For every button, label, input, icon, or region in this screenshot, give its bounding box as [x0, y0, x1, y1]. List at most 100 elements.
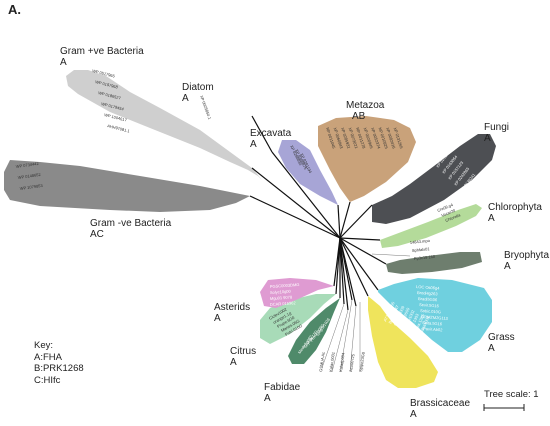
clade-name-asterids: Asterids	[214, 302, 251, 313]
clade-label-gram-pos: Gram +ve Bacteria A	[60, 46, 144, 68]
clade-tag-chlorophyta: A	[488, 213, 495, 224]
clade-label-fabidae: Fabidae A	[264, 382, 300, 404]
clade-tag-brassicaceae: A	[410, 409, 417, 420]
clade-label-diatom: Diatom A	[182, 82, 214, 104]
clade-name-diatom: Diatom	[182, 82, 214, 93]
leaf-label-gram_neg: WP 0734442	[15, 161, 39, 169]
clade-fan-bryophyta	[386, 252, 482, 274]
clade-fan-excavata	[278, 140, 338, 205]
clade-label-metazoa: Metazoa AB	[346, 100, 384, 122]
clade-fan-gram-neg	[4, 160, 250, 212]
tree-scale-bar	[483, 404, 525, 411]
clade-name-gram-neg: Gram -ve Bacteria	[90, 218, 172, 229]
clade-tag-asterids: A	[214, 313, 221, 324]
clade-fan-asterids	[260, 278, 334, 308]
leaf-label-bryophyta: 14843.mpo	[410, 238, 431, 245]
clade-name-citrus: Citrus	[230, 346, 257, 357]
clade-label-brassicaceae: Brassicaceae A	[410, 398, 470, 420]
clade-fan-grass	[378, 278, 492, 352]
clade-name-grass: Grass	[488, 332, 515, 343]
leaf-label-metazoa: NP 0010925	[378, 127, 390, 150]
clade-tag-metazoa: AB	[352, 111, 366, 122]
clade-name-fungi: Fungi	[484, 122, 510, 133]
clade-fan-fabidae	[288, 298, 340, 364]
key-item-c: C:HIfc	[34, 374, 61, 386]
leaf-label-gram_pos: WP 0186527	[98, 90, 122, 101]
clade-fan-metazoa	[318, 116, 416, 202]
leaf-label-grass: LOC Os06g4	[416, 284, 440, 291]
clade-fan-chlorophyta	[380, 204, 482, 248]
leaf-label-grass: Brodi4g263	[417, 290, 439, 296]
clade-fan-fungi	[372, 134, 496, 224]
leaf-label-bryophyta: Sphfalx01	[412, 246, 431, 253]
key-item-a: A:FHA	[34, 351, 62, 363]
leaf-label-center: Kaladp004	[338, 352, 346, 372]
leaf-label-metazoa: XP 0285931	[340, 127, 352, 150]
key-item-b: B:PRK1268	[34, 363, 84, 374]
leaf-label-asterids: PGSC0003DMG	[270, 282, 300, 289]
clade-name-metazoa: Metazoa	[346, 100, 385, 111]
clade-fan-gram-pos	[66, 70, 262, 180]
leaf-label-gram_pos: WP 1004617	[104, 112, 128, 123]
clade-label-fungi: Fungi A	[484, 122, 509, 144]
clade-tag-citrus: A	[230, 357, 237, 368]
leaf-label-metazoa: XP 0060843	[333, 127, 345, 150]
clade-tag-fungi: A	[484, 133, 491, 144]
clade-label-bryophyta: Bryophyta A	[504, 250, 549, 272]
clade-tag-gram-pos: A	[60, 57, 67, 68]
leaf-label-center: Spipo23G0	[358, 351, 366, 372]
clade-label-excavata: Excavata A	[250, 128, 291, 150]
clade-tag-grass: A	[488, 343, 495, 354]
clade-label-grass: Grass A	[488, 332, 515, 354]
leaf-label-gram_pos: WP 0517966	[92, 68, 116, 79]
tree-twigs	[321, 253, 411, 373]
leaf-label-metazoa: XP 0073021	[348, 127, 360, 150]
clade-fan-brassicaceae	[368, 296, 438, 388]
leaf-label-gram_pos: WP 0197968	[95, 79, 119, 90]
clade-name-gram-pos: Gram +ve Bacteria	[60, 46, 144, 57]
leaf-label-chlorophyta: Chlorella	[445, 212, 462, 223]
leaf-label-gram_neg: WP 0148652	[17, 172, 41, 180]
legend-key: Key: A:FHA B:PRK1268 C:HIfc	[34, 340, 84, 386]
leaf-label-asterids: Solyc10g00	[270, 288, 292, 295]
leaf-label-metazoa: XP 0082416	[385, 127, 397, 150]
clade-label-citrus: Citrus A	[230, 346, 256, 368]
leaf-label-gram_pos: WP 0179454	[101, 101, 125, 112]
clade-tag-gram-neg: AC	[90, 229, 104, 240]
clade-name-brassicaceae: Brassicaceae	[410, 398, 471, 409]
leaf-label-grass: Pavir.Ab02	[423, 326, 443, 332]
leaf-label-center: GSMUA Ac	[318, 352, 326, 373]
leaf-label-metazoa: XP 0131265	[393, 127, 405, 150]
tree-scale-label: Tree scale: 1	[484, 389, 539, 400]
leaf-label-grass: Bradi5G06	[418, 296, 438, 302]
key-title: Key:	[34, 340, 54, 351]
leaf-label-metazoa: NP 0011045	[325, 127, 337, 150]
clade-tag-bryophyta: A	[504, 261, 511, 272]
leaf-label-center: Aco00725	[348, 353, 356, 372]
clade-label-asterids: Asterids A	[214, 302, 250, 324]
panel-label: A.	[8, 2, 21, 17]
leaf-label-asterids: DCAR 015962	[270, 300, 297, 307]
clade-name-chlorophyta: Chlorophyta	[488, 202, 542, 213]
leaf-label-chlorophyta: Cre09.g4	[437, 202, 455, 213]
leaf-label-metazoa: XP 0052374	[370, 127, 382, 150]
clade-tag-fabidae: A	[264, 393, 271, 404]
tree-branches	[249, 115, 387, 311]
clade-label-chlorophyta: Chlorophyta A	[488, 202, 542, 224]
leaf-label-gram_pos: AHH97081.1	[107, 123, 131, 134]
leaf-label-grass: GRMZM2G113	[421, 314, 449, 321]
leaf-label-grass: Sobic.010G	[420, 308, 441, 314]
leaf-label-center: Kalax.0031	[328, 351, 336, 372]
leaf-label-asterids: Mgu01 9078	[270, 294, 293, 301]
clade-name-fabidae: Fabidae	[264, 382, 301, 393]
clade-tag-excavata: A	[250, 139, 257, 150]
leaf-label-metazoa: NP 0011278	[355, 127, 367, 150]
clade-name-bryophyta: Bryophyta	[504, 250, 550, 261]
leaf-label-chlorophyta: Vocar20	[441, 208, 457, 218]
clade-name-excavata: Excavata	[250, 128, 292, 139]
leaf-label-grass: Seita.5G16	[422, 320, 443, 326]
leaf-label-grass: Sevir.5G16	[419, 302, 440, 308]
